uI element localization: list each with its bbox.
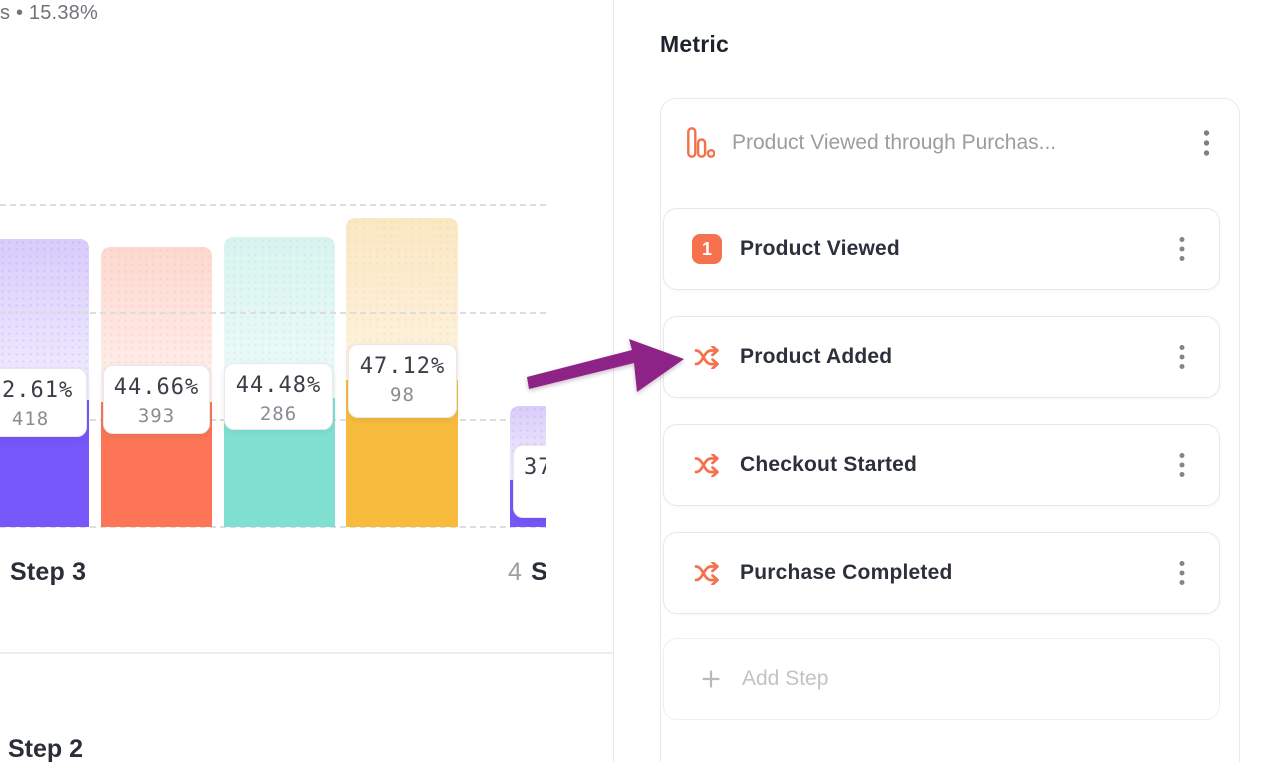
shuffle-icon bbox=[692, 561, 722, 585]
bar-count: 418 bbox=[11, 408, 50, 430]
shuffle-icon bbox=[692, 453, 722, 477]
metric-name: Product Viewed through Purchas... bbox=[732, 131, 1057, 154]
step-number-badge: 1 bbox=[692, 234, 722, 264]
plus-icon bbox=[696, 669, 726, 689]
bar-count: 286 bbox=[259, 403, 298, 425]
bar-value-label: 44.48% 286 bbox=[224, 363, 333, 430]
add-step-label: Add Step bbox=[742, 667, 829, 690]
step-kebab-menu[interactable] bbox=[1175, 233, 1189, 265]
bar-pct: 47.12% bbox=[359, 354, 446, 379]
x-axis-label: 4 Step bbox=[508, 558, 546, 587]
step-label: Product Viewed bbox=[740, 237, 900, 260]
metric-selector[interactable]: Product Viewed through Purchas... bbox=[686, 124, 1213, 162]
gridline-baseline bbox=[0, 526, 546, 528]
panel-title: Metric bbox=[660, 31, 729, 57]
funnel-chart-icon bbox=[686, 127, 716, 159]
funnel-step-checkout-started[interactable]: Checkout Started bbox=[663, 424, 1220, 506]
bar-value-label: 47.12% 98 bbox=[348, 344, 457, 418]
bar-pct: 44.48% bbox=[235, 373, 322, 398]
funnel-step-purchase-completed[interactable]: Purchase Completed bbox=[663, 532, 1220, 614]
step-label: Purchase Completed bbox=[740, 561, 953, 584]
bar-pct: 37 bbox=[524, 455, 546, 480]
gridline bbox=[0, 204, 546, 206]
axis-label-prefix: 4 bbox=[508, 558, 523, 586]
shuffle-icon bbox=[692, 345, 722, 369]
bar-pct: 44.66% bbox=[113, 375, 200, 400]
step-kebab-menu[interactable] bbox=[1175, 341, 1189, 373]
bar-count: 393 bbox=[137, 405, 176, 427]
panel-divider bbox=[613, 0, 614, 762]
step-label: Checkout Started bbox=[740, 453, 918, 476]
chart-summary-partial-text: s • 15.38% bbox=[0, 2, 98, 24]
next-section-label: Step 2 bbox=[8, 735, 84, 762]
add-step-button[interactable]: Add Step bbox=[663, 638, 1220, 720]
metric-kebab-menu[interactable] bbox=[1199, 127, 1213, 159]
axis-label-text: Step bbox=[531, 558, 546, 586]
step-label: Product Added bbox=[740, 345, 893, 368]
x-axis-label: Step 3 bbox=[10, 558, 86, 587]
bar-value-label: 42.61% 418 bbox=[0, 368, 87, 437]
funnel-chart: s • 15.38% 42.61% 418 44.66% 393 44.48% … bbox=[0, 0, 546, 612]
bar-count: 98 bbox=[390, 384, 415, 406]
bar-value-label: 37 bbox=[513, 445, 546, 518]
annotation-arrow bbox=[527, 339, 684, 392]
bar-value-label: 44.66% 393 bbox=[103, 365, 210, 434]
section-divider bbox=[0, 652, 613, 654]
funnel-step-product-viewed[interactable]: 1 Product Viewed bbox=[663, 208, 1220, 290]
bar-pct: 42.61% bbox=[0, 378, 74, 403]
funnel-step-product-added[interactable]: Product Added bbox=[663, 316, 1220, 398]
gridline bbox=[0, 312, 546, 314]
step-kebab-menu[interactable] bbox=[1175, 449, 1189, 481]
axis-label-text: Step 3 bbox=[10, 558, 87, 586]
step-kebab-menu[interactable] bbox=[1175, 557, 1189, 589]
